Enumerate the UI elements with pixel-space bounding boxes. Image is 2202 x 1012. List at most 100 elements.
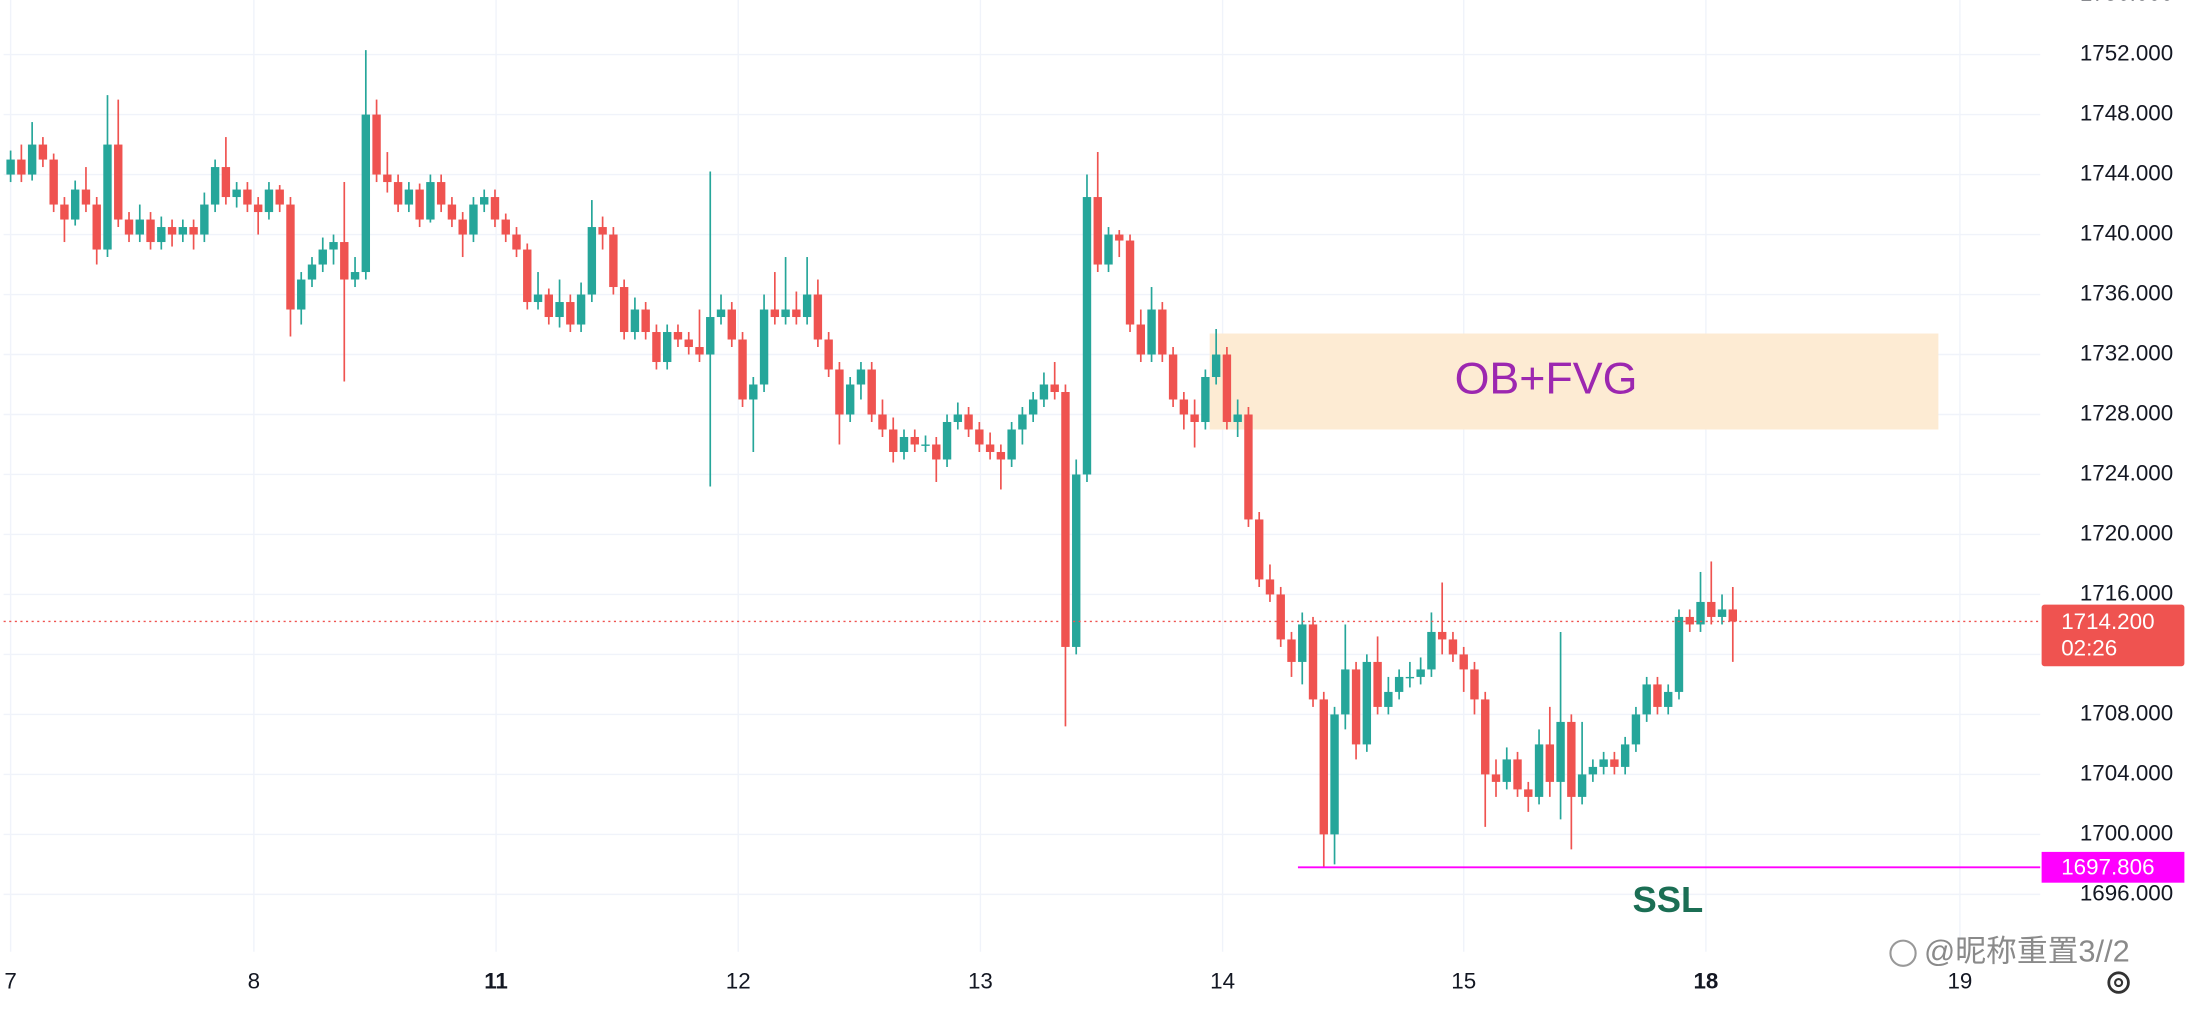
candle-body [1717, 609, 1727, 617]
candle-body [436, 182, 446, 205]
candle-body [899, 436, 909, 452]
candle-body [985, 444, 995, 452]
candle-body [523, 249, 532, 303]
candle-body [1298, 624, 1307, 662]
candle-body [1341, 669, 1350, 715]
y-tick-label: 1716.000 [2080, 580, 2173, 605]
candle-body [329, 242, 338, 250]
candle-body [975, 429, 984, 445]
candle-body [716, 309, 726, 318]
candle-body [200, 204, 209, 235]
x-tick-label: 15 [1451, 969, 1476, 994]
y-tick-label: 1724.000 [2080, 460, 2173, 485]
candle-body [1351, 669, 1361, 745]
candle-body [275, 189, 284, 205]
ssl-name: SSL [1633, 879, 1704, 920]
candle-body [889, 429, 898, 452]
settings-icon[interactable] [2107, 971, 2130, 994]
candle-body [845, 384, 855, 415]
candle-body [878, 414, 887, 430]
candle-body [189, 227, 198, 235]
candle-body [824, 339, 833, 370]
y-tick-label: 1704.000 [2080, 760, 2173, 785]
candle-body [555, 302, 564, 318]
candle-body [469, 204, 478, 235]
candle-body [910, 436, 919, 445]
candle-body [81, 189, 91, 205]
candle-body [1664, 691, 1673, 707]
candle-body [1362, 661, 1372, 745]
x-tick-label: 13 [968, 969, 993, 994]
candle-body [1599, 759, 1608, 767]
candle-body [1093, 197, 1102, 265]
candle-body [1696, 601, 1705, 625]
candle-body [1524, 789, 1533, 797]
candle-body [114, 144, 123, 220]
candle-body [1168, 354, 1178, 400]
candle-body [662, 332, 672, 363]
candle-body [566, 302, 575, 325]
candle-body [447, 204, 457, 220]
candle-body [1028, 399, 1038, 415]
candle-body [157, 227, 166, 243]
candle-body [544, 294, 553, 318]
y-tick-label: 1720.000 [2080, 520, 2173, 545]
candle-body [1308, 624, 1318, 700]
candle-body [1330, 714, 1339, 835]
y-tick-label: 1700.000 [2080, 820, 2173, 845]
candle-body [1610, 759, 1619, 767]
candle-body [1459, 654, 1468, 670]
candle-body [1674, 616, 1684, 692]
candle-body [415, 189, 424, 220]
candle-body [1556, 721, 1565, 782]
candle-body [1728, 609, 1738, 622]
candle-body [652, 332, 661, 363]
candle-body [695, 347, 704, 355]
candle-body [953, 414, 963, 422]
candle-body [1491, 774, 1501, 782]
candle-body [350, 272, 360, 280]
x-tick-label: 8 [248, 969, 260, 994]
y-tick-label: 1736.000 [2080, 280, 2173, 305]
candle-body [1233, 414, 1242, 422]
candle-body [17, 159, 26, 175]
candle-body [1018, 414, 1027, 430]
candle-body [458, 219, 467, 235]
candle-body [867, 369, 876, 415]
candle-body [307, 264, 317, 280]
candle-body [1158, 309, 1167, 355]
candle-body [103, 144, 112, 250]
candle-body [1039, 384, 1049, 400]
candle-body [1685, 616, 1694, 625]
candle-body [792, 309, 801, 318]
candle-body [512, 234, 521, 250]
candle-body [60, 204, 69, 220]
x-tick-label: 14 [1210, 969, 1235, 994]
candle-body [1620, 744, 1630, 767]
candle-body [1534, 744, 1544, 797]
y-tick-label: 1732.000 [2080, 340, 2173, 365]
candle-body [1082, 197, 1092, 475]
x-tick-label: 7 [4, 969, 16, 994]
candle-body [1147, 309, 1156, 355]
candle-body [1427, 631, 1436, 670]
candle-body [921, 444, 930, 446]
candle-body [27, 144, 37, 175]
y-tick-label: 1728.000 [2080, 400, 2173, 425]
price-tag [2041, 604, 2185, 667]
candle-body [501, 219, 510, 235]
candle-body [318, 249, 327, 265]
candle-body [1373, 661, 1382, 707]
candle-body [835, 369, 844, 415]
candle-body [297, 279, 306, 310]
candle-body [1577, 774, 1587, 797]
candle-body [221, 167, 231, 198]
candle-body [1319, 699, 1328, 835]
watermark-logo [1889, 939, 1917, 967]
candle-body [1179, 399, 1189, 415]
candle-body [372, 114, 381, 175]
candle-body [70, 189, 80, 220]
candle-body [932, 444, 941, 460]
candle-body [533, 294, 543, 303]
candle-body [1265, 579, 1275, 595]
